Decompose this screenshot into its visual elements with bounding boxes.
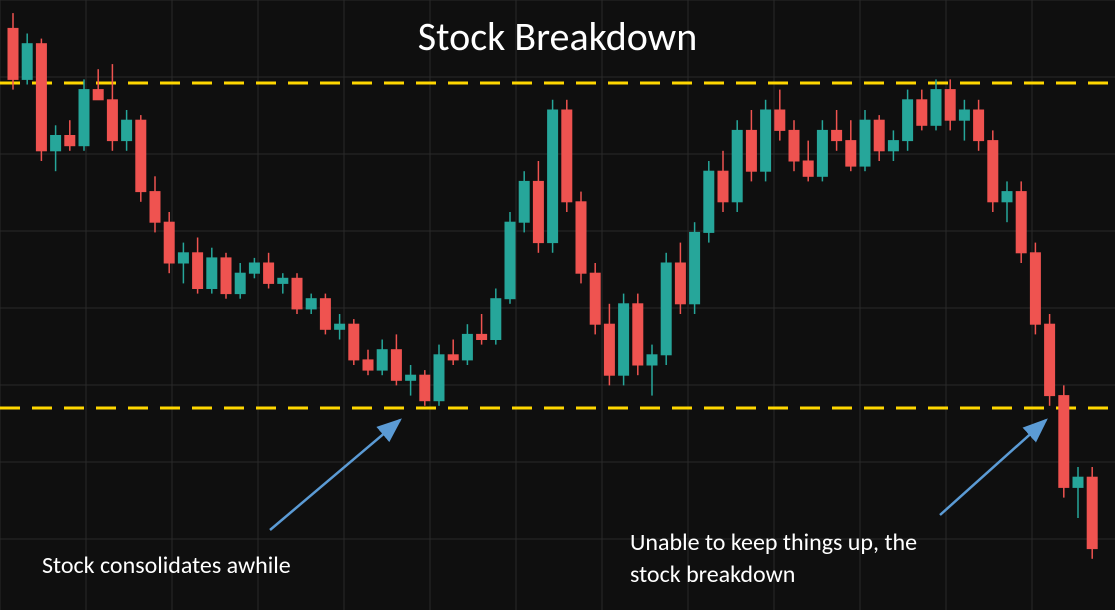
candlestick-chart — [0, 0, 1115, 610]
chart-title: Stock Breakdown — [418, 12, 698, 61]
annotation-breakdown: Unable to keep things up, thestock break… — [630, 527, 1030, 592]
annotation-consolidates: Stock consolidates awhile — [42, 550, 291, 582]
